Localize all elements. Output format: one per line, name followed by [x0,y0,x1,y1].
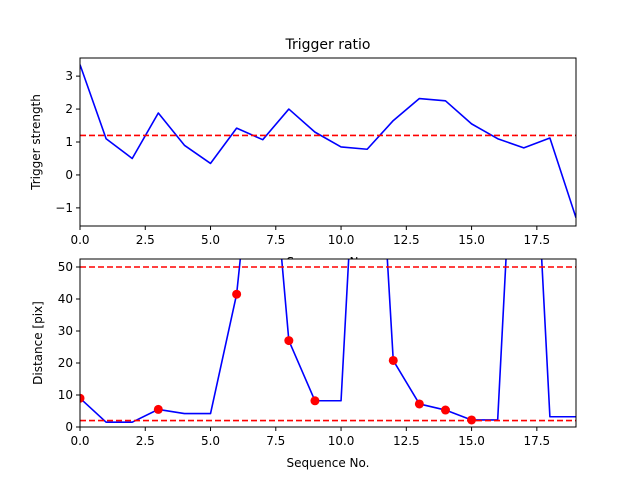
plot-area [80,259,576,425]
x-tick-label: 17.5 [523,233,550,247]
y-tick-label: 1 [65,135,73,149]
y-tick-label: 20 [58,356,73,370]
x-tick-label: 5.0 [201,434,220,448]
x-tick-label: 12.5 [393,233,420,247]
y-tick-label: −1 [55,201,73,215]
x-tick-label: 7.5 [266,233,285,247]
y-axis-label-bottom: Distance [pix] [31,301,45,385]
x-tick-label: 10.0 [328,233,355,247]
y-axis-label-top: Trigger strength [29,94,43,191]
data-point [414,399,424,409]
y-tick-label: 10 [58,388,73,402]
trigger-ratio-panel: 0.0 2.5 5.0 7.5 10.0 12.5 15.0 17.5 3 2 1 0 −1 Trigge… [29,37,577,269]
data-point [232,289,242,299]
y-tick-label: 40 [58,292,73,306]
chart-title: Trigger ratio [284,37,370,53]
data-point [80,393,85,403]
data-point [467,415,477,425]
y-tick-label: 0 [65,420,73,434]
x-tick-label: 0.0 [70,233,89,247]
x-tick-label: 0.0 [70,434,89,448]
data-point [284,336,294,346]
x-tick-label: 7.5 [266,434,285,448]
y-tick-label: 0 [65,168,73,182]
distance-panel: 0.0 2.5 5.0 7.5 10.0 12.5 15.0 17.5 0 10 20 30 40 50 S… [31,258,577,470]
series-line-0 [80,64,576,219]
y-tick-label: 2 [65,102,73,116]
x-tick-label: 12.5 [393,434,420,448]
x-axis-label-bottom: Sequence No. [287,456,370,470]
x-tick-label: 15.0 [458,434,485,448]
x-tick-label: 2.5 [136,434,155,448]
x-tick-label: 10.0 [328,434,355,448]
plot-frame [79,258,577,428]
x-tick-label: 5.0 [201,233,220,247]
data-point [388,355,398,365]
data-point [440,405,450,415]
y-tick-label: 30 [58,324,73,338]
x-tick-label: 17.5 [523,434,550,448]
data-point [153,404,163,414]
plot-area [80,64,576,219]
x-tick-label: 2.5 [136,233,155,247]
x-tick-label: 15.0 [458,233,485,247]
y-tick-label: 3 [65,69,73,83]
plot-background [80,259,576,427]
data-point [310,396,320,406]
y-tick-label: 50 [58,260,73,274]
plot-frame [79,57,577,227]
